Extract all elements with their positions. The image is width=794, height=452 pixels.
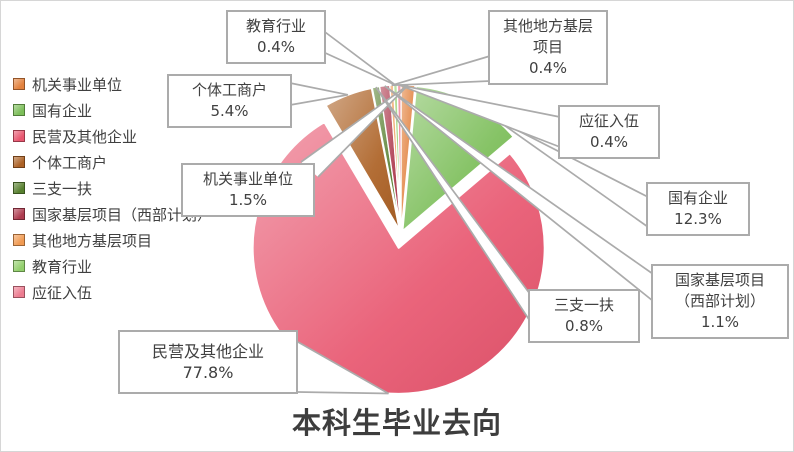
callout-category: 三支一扶 <box>553 296 614 314</box>
legend-label: 教育行业 <box>32 257 93 276</box>
legend-item[interactable]: 国家基层项目（西部计划） <box>13 201 212 227</box>
callout-category: 机关事业单位 <box>202 170 293 188</box>
legend-item[interactable]: 三支一扶 <box>13 175 212 201</box>
data-label-callout[interactable]: 机关事业单位 1.5% <box>181 163 315 217</box>
legend-swatch <box>13 208 25 220</box>
leader-line <box>320 28 396 86</box>
data-label-callout[interactable]: 国家基层项目（西部计划） 1.1% <box>651 264 789 339</box>
legend-item[interactable]: 国有企业 <box>13 97 212 123</box>
legend-swatch <box>13 260 25 272</box>
legend: 机关事业单位 国有企业民营及其他企业 个体工商户三支一扶国家基层项目（西部计划） 其他… <box>13 71 212 305</box>
leader-line <box>391 55 491 87</box>
callout-percent: 0.4% <box>256 38 296 56</box>
legend-swatch <box>13 104 25 116</box>
legend-swatch <box>13 234 25 246</box>
legend-label: 应征入伍 <box>32 283 93 302</box>
callout-percent: 0.4% <box>589 133 629 151</box>
legend-label: 机关事业单位 <box>32 75 123 94</box>
leader-line <box>375 86 531 322</box>
legend-item[interactable]: 其他地方基层项目 <box>13 227 212 253</box>
callout-category: 应征入伍 <box>578 112 639 130</box>
legend-label: 三支一扶 <box>32 179 93 198</box>
legend-swatch <box>13 182 25 194</box>
legend-label: 民营及其他企业 <box>32 127 138 146</box>
callout-percent: 12.3% <box>674 210 722 228</box>
data-label-callout[interactable]: 个体工商户 5.4% <box>167 74 292 128</box>
data-label-callout[interactable]: 其他地方基层项目 0.4% <box>488 10 608 85</box>
data-label-callout[interactable]: 教育行业 0.4% <box>226 10 326 64</box>
data-label-callout[interactable]: 国有企业 12.3% <box>646 182 750 236</box>
leader-line <box>398 84 561 148</box>
legend-label: 国有企业 <box>32 101 93 120</box>
callout-category: 其他地方基层项目 <box>502 17 593 56</box>
callout-category: 个体工商户 <box>191 81 267 99</box>
legend-item[interactable]: 教育行业 <box>13 253 212 279</box>
callout-percent: 77.8% <box>182 363 234 382</box>
callout-category: 教育行业 <box>245 17 306 35</box>
callout-percent: 0.8% <box>564 317 604 335</box>
legend-item[interactable]: 民营及其他企业 <box>13 123 212 149</box>
legend-item[interactable]: 应征入伍 <box>13 279 212 305</box>
legend-swatch <box>13 286 25 298</box>
legend-swatch <box>13 78 25 90</box>
callout-percent: 1.1% <box>700 313 740 331</box>
callout-percent: 0.4% <box>528 59 568 77</box>
leader-line <box>297 341 389 395</box>
callout-percent: 5.4% <box>210 102 249 120</box>
legend-item[interactable]: 机关事业单位 <box>13 71 212 97</box>
callout-category: 民营及其他企业 <box>151 342 264 361</box>
callout-percent: 1.5% <box>228 191 268 209</box>
legend-label: 个体工商户 <box>32 153 108 172</box>
leader-line <box>289 82 349 106</box>
data-label-callout[interactable]: 应征入伍 0.4% <box>558 105 660 159</box>
legend-swatch <box>13 156 25 168</box>
legend-label: 其他地方基层项目 <box>32 231 153 250</box>
legend-label: 国家基层项目（西部计划） <box>32 205 213 224</box>
data-label-callout[interactable]: 三支一扶 0.8% <box>528 289 640 343</box>
callout-category: 国家基层项目（西部计划） <box>674 271 765 310</box>
legend-swatch <box>13 130 25 142</box>
leader-line <box>384 85 654 302</box>
callout-category: 国有企业 <box>667 189 728 207</box>
data-label-callout[interactable]: 民营及其他企业 77.8% <box>118 330 298 394</box>
legend-item[interactable]: 个体工商户 <box>13 149 212 175</box>
chart-title[interactable]: 本科生毕业去向 <box>291 406 502 440</box>
